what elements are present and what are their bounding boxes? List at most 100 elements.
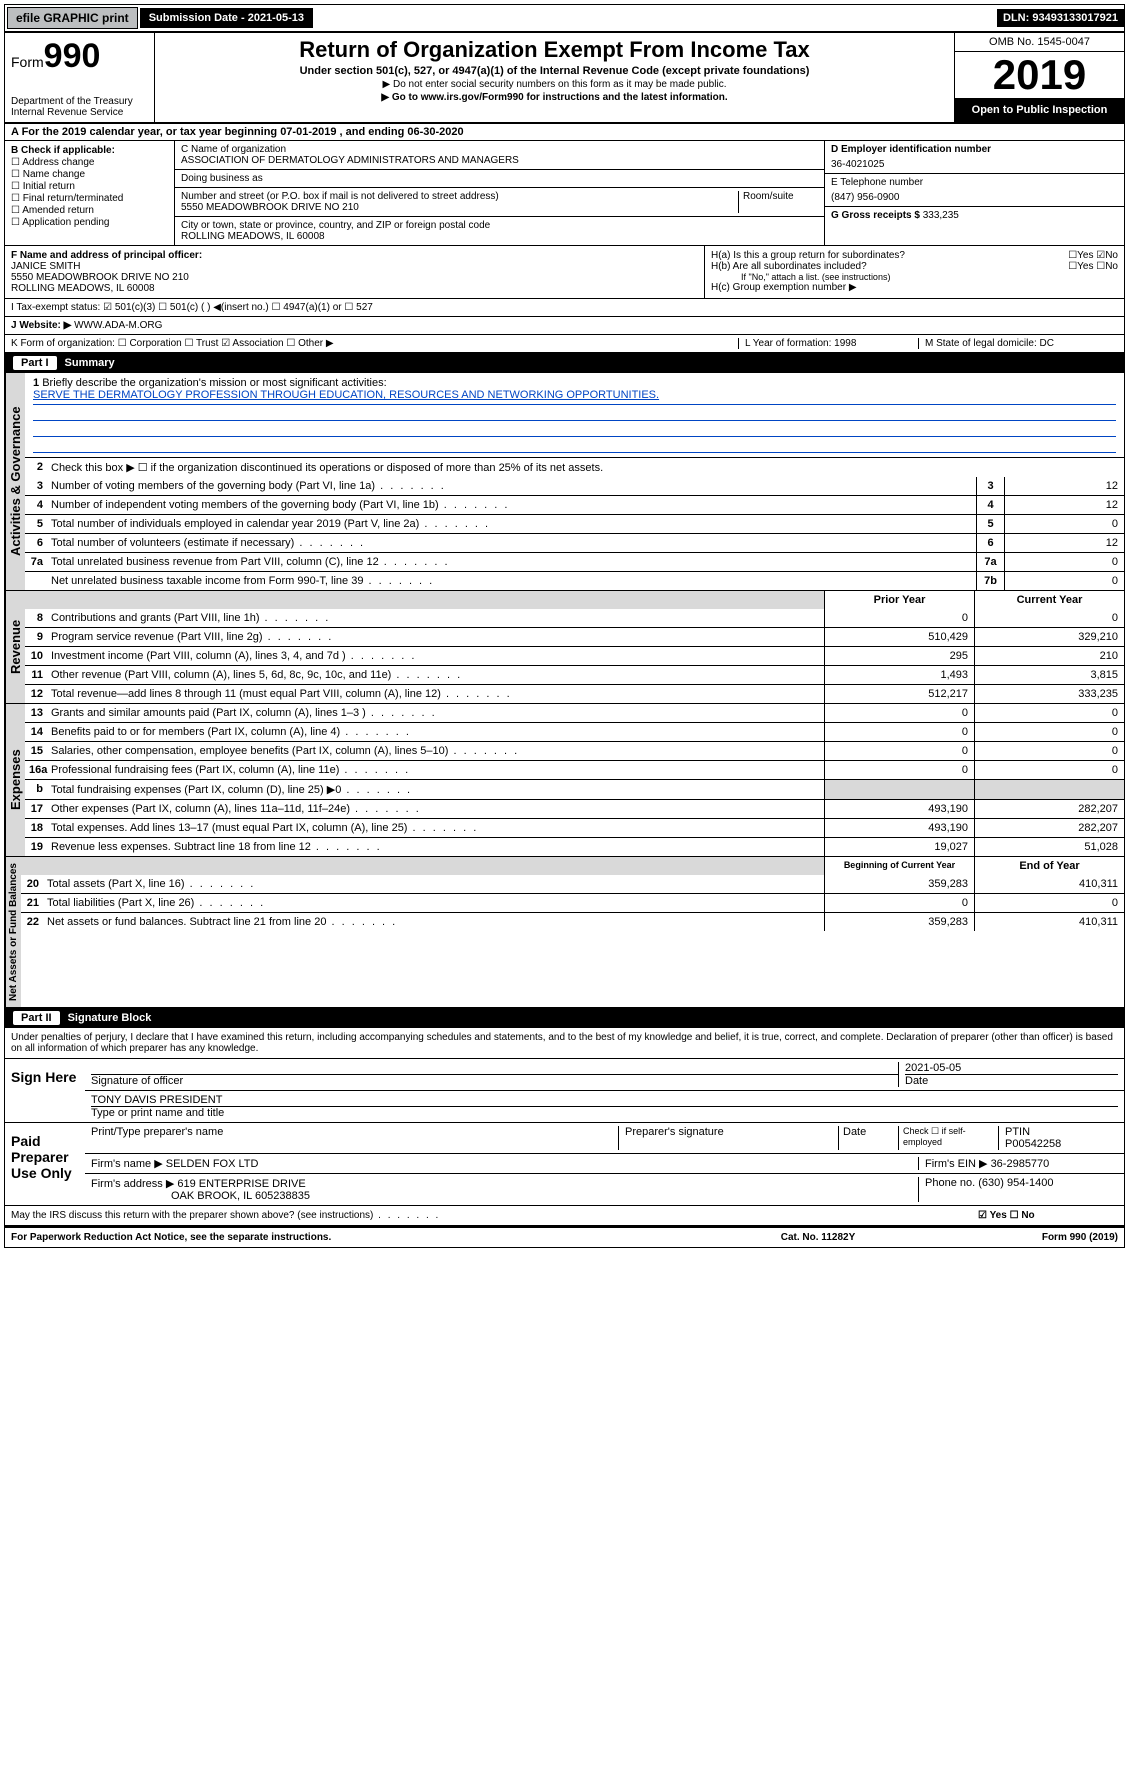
table-row: 16aProfessional fundraising fees (Part I…	[25, 760, 1124, 779]
section-b-c-d: B Check if applicable: ☐ Address change …	[5, 141, 1124, 246]
form-990-num: 990	[44, 37, 101, 75]
chk-initial-return[interactable]: ☐ Initial return	[11, 181, 168, 192]
part2-name: Signature Block	[68, 1012, 152, 1024]
chk-app-pending[interactable]: ☐ Application pending	[11, 217, 168, 228]
part1-num: Part I	[13, 356, 57, 370]
note-ssn: ▶ Do not enter social security numbers o…	[161, 79, 948, 90]
room-suite: Room/suite	[738, 191, 818, 213]
phone-value: (847) 956-0900	[831, 192, 1118, 203]
governance-rows: 3Number of voting members of the governi…	[25, 477, 1124, 590]
line-1-mission: 1 Briefly describe the organization's mi…	[25, 373, 1124, 457]
perjury-declaration: Under penalties of perjury, I declare th…	[5, 1028, 1124, 1059]
table-row: 10Investment income (Part VIII, column (…	[25, 646, 1124, 665]
preparer-name-line: Print/Type preparer's name Preparer's si…	[85, 1123, 1124, 1154]
mission-blank3	[33, 437, 1116, 453]
line-k-l-m: K Form of organization: ☐ Corporation ☐ …	[5, 335, 1124, 353]
prep-name-lbl: Print/Type preparer's name	[91, 1126, 618, 1150]
table-row: 14Benefits paid to or for members (Part …	[25, 722, 1124, 741]
table-row: 21Total liabilities (Part X, line 26)00	[21, 893, 1124, 912]
net-rows: 20Total assets (Part X, line 16)359,2834…	[21, 875, 1124, 931]
table-row: 13Grants and similar amounts paid (Part …	[25, 704, 1124, 722]
officer-name: JANICE SMITH	[11, 261, 698, 272]
addr-label: Number and street (or P.O. box if mail i…	[181, 191, 738, 202]
open-public-badge: Open to Public Inspection	[955, 98, 1124, 122]
mission-blank2	[33, 421, 1116, 437]
mission-label: Briefly describe the organization's miss…	[42, 377, 386, 389]
sig-date: 2021-05-05Date	[898, 1062, 1118, 1087]
form-number: Form990	[11, 37, 148, 76]
table-row: 8Contributions and grants (Part VIII, li…	[25, 609, 1124, 627]
header-middle: Return of Organization Exempt From Incom…	[155, 33, 954, 122]
submission-date: Submission Date - 2021-05-13	[140, 8, 313, 28]
summary-net: Net Assets or Fund Balances Beginning of…	[5, 857, 1124, 1008]
governance-body: 1 Briefly describe the organization's mi…	[25, 373, 1124, 590]
form-header: Form990 Department of the Treasury Inter…	[5, 33, 1124, 124]
org-name-cell: C Name of organization ASSOCIATION OF DE…	[175, 141, 824, 170]
phone-cell: E Telephone number (847) 956-0900	[825, 174, 1124, 207]
header-right: OMB No. 1545-0047 2019 Open to Public In…	[954, 33, 1124, 122]
box-h: H(a) Is this a group return for subordin…	[704, 246, 1124, 298]
dln-label: DLN: 93493133017921	[997, 9, 1124, 27]
table-row: 11Other revenue (Part VIII, column (A), …	[25, 665, 1124, 684]
form-subtitle: Under section 501(c), 527, or 4947(a)(1)…	[161, 65, 948, 77]
mission-blank1	[33, 405, 1116, 421]
table-row: 22Net assets or fund balances. Subtract …	[21, 912, 1124, 931]
website-value: WWW.ADA-M.ORG	[74, 320, 162, 331]
chk-address-change[interactable]: ☐ Address change	[11, 157, 168, 168]
ein-label: D Employer identification number	[831, 144, 1118, 155]
chk-final-return[interactable]: ☐ Final return/terminated	[11, 193, 168, 204]
sign-here-label: Sign Here	[5, 1059, 85, 1122]
summary-governance: Activities & Governance 1 Briefly descri…	[5, 373, 1124, 591]
part2-header: Part II Signature Block	[5, 1008, 1124, 1028]
line-i-tax-status: I Tax-exempt status: ☑ 501(c)(3) ☐ 501(c…	[5, 299, 1124, 317]
ptin-cell: PTINP00542258	[998, 1126, 1118, 1150]
officer-sig-line: Signature of officer 2021-05-05Date	[85, 1059, 1124, 1091]
part1-header: Part I Summary	[5, 353, 1124, 373]
table-row: 3Number of voting members of the governi…	[25, 477, 1124, 495]
efile-button[interactable]: efile GRAPHIC print	[7, 7, 138, 29]
firm-name: Firm's name ▶ SELDEN FOX LTD	[91, 1157, 918, 1170]
section-f-h: F Name and address of principal officer:…	[5, 246, 1124, 299]
summary-expenses: Expenses 13Grants and similar amounts pa…	[5, 704, 1124, 857]
prep-selfemp: Check ☐ if self-employed	[898, 1126, 998, 1150]
org-name: ASSOCIATION OF DERMATOLOGY ADMINISTRATOR…	[181, 155, 818, 166]
firm-addr: Firm's address ▶ 619 ENTERPRISE DRIVEOAK…	[91, 1177, 918, 1202]
expenses-rows: 13Grants and similar amounts paid (Part …	[25, 704, 1124, 856]
vlabel-governance: Activities & Governance	[5, 373, 25, 590]
revenue-rows: 8Contributions and grants (Part VIII, li…	[25, 609, 1124, 703]
box-f: F Name and address of principal officer:…	[5, 246, 704, 298]
chk-name-change[interactable]: ☐ Name change	[11, 169, 168, 180]
part1-name: Summary	[65, 357, 115, 369]
table-row: 4Number of independent voting members of…	[25, 495, 1124, 514]
h-b-note: If "No," attach a list. (see instruction…	[711, 272, 1118, 282]
table-row: 5Total number of individuals employed in…	[25, 514, 1124, 533]
discuss-row: May the IRS discuss this return with the…	[5, 1206, 1124, 1227]
tax-year: 2019	[955, 52, 1124, 98]
vlabel-revenue: Revenue	[5, 591, 25, 703]
officer-addr2: ROLLING MEADOWS, IL 60008	[11, 283, 698, 294]
box-d-e-g: D Employer identification number 36-4021…	[824, 141, 1124, 245]
topbar: efile GRAPHIC print Submission Date - 20…	[5, 5, 1124, 33]
city-label: City or town, state or province, country…	[181, 220, 818, 231]
phone-label: E Telephone number	[831, 177, 1118, 188]
net-end-hdr: End of Year	[974, 857, 1124, 875]
officer-sig-label: Signature of officer	[91, 1062, 898, 1087]
chk-amended[interactable]: ☐ Amended return	[11, 205, 168, 216]
form-title: Return of Organization Exempt From Incom…	[161, 37, 948, 63]
summary-revenue: Revenue Prior Year Current Year 8Contrib…	[5, 591, 1124, 704]
ein-cell: D Employer identification number 36-4021…	[825, 141, 1124, 174]
box-c: C Name of organization ASSOCIATION OF DE…	[175, 141, 824, 245]
paid-preparer-label: Paid Preparer Use Only	[5, 1123, 85, 1205]
discuss-text: May the IRS discuss this return with the…	[11, 1210, 978, 1221]
net-body: Beginning of Current Year End of Year 20…	[21, 857, 1124, 1007]
revenue-body: Prior Year Current Year 8Contributions a…	[25, 591, 1124, 703]
table-row: 9Program service revenue (Part VIII, lin…	[25, 627, 1124, 646]
sign-here-cells: Signature of officer 2021-05-05Date TONY…	[85, 1059, 1124, 1122]
table-row: bTotal fundraising expenses (Part IX, co…	[25, 779, 1124, 799]
part2-num: Part II	[13, 1011, 60, 1025]
sign-here-row: Sign Here Signature of officer 2021-05-0…	[5, 1059, 1124, 1123]
line-j-website: J Website: ▶ WWW.ADA-M.ORG	[5, 317, 1124, 335]
table-row: 7aTotal unrelated business revenue from …	[25, 552, 1124, 571]
officer-name-line: TONY DAVIS PRESIDENTType or print name a…	[85, 1091, 1124, 1122]
gross-label: G Gross receipts $	[831, 210, 920, 221]
